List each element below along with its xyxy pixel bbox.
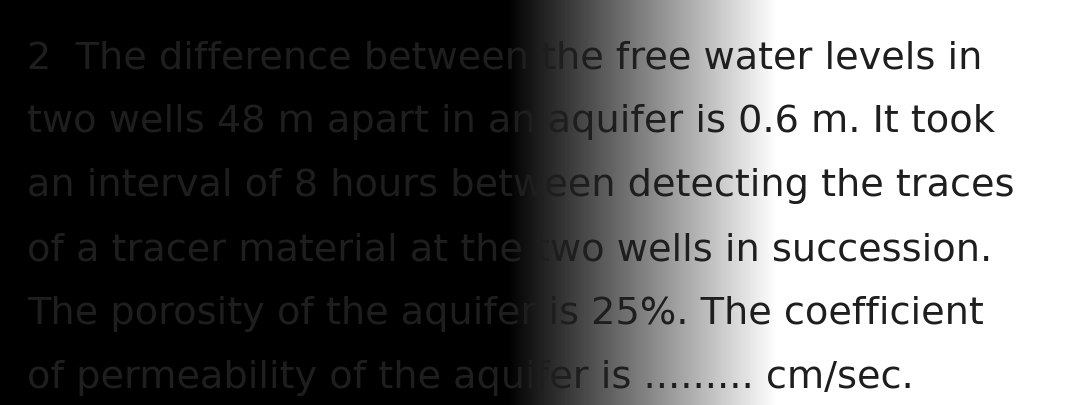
Text: of a tracer material at the two wells in succession.: of a tracer material at the two wells in… [27, 232, 993, 269]
Text: two wells 48 m apart in an aquifer is 0.6 m. It took: two wells 48 m apart in an aquifer is 0.… [27, 104, 995, 141]
Text: an interval of 8 hours between detecting the traces: an interval of 8 hours between detecting… [27, 168, 1014, 205]
Text: The porosity of the aquifer is 25%. The coefficient: The porosity of the aquifer is 25%. The … [27, 296, 984, 333]
Text: of permeability of the aquifer is ......... cm/sec.: of permeability of the aquifer is ......… [27, 360, 914, 396]
Text: 2  The difference between the free water levels in: 2 The difference between the free water … [27, 40, 983, 77]
